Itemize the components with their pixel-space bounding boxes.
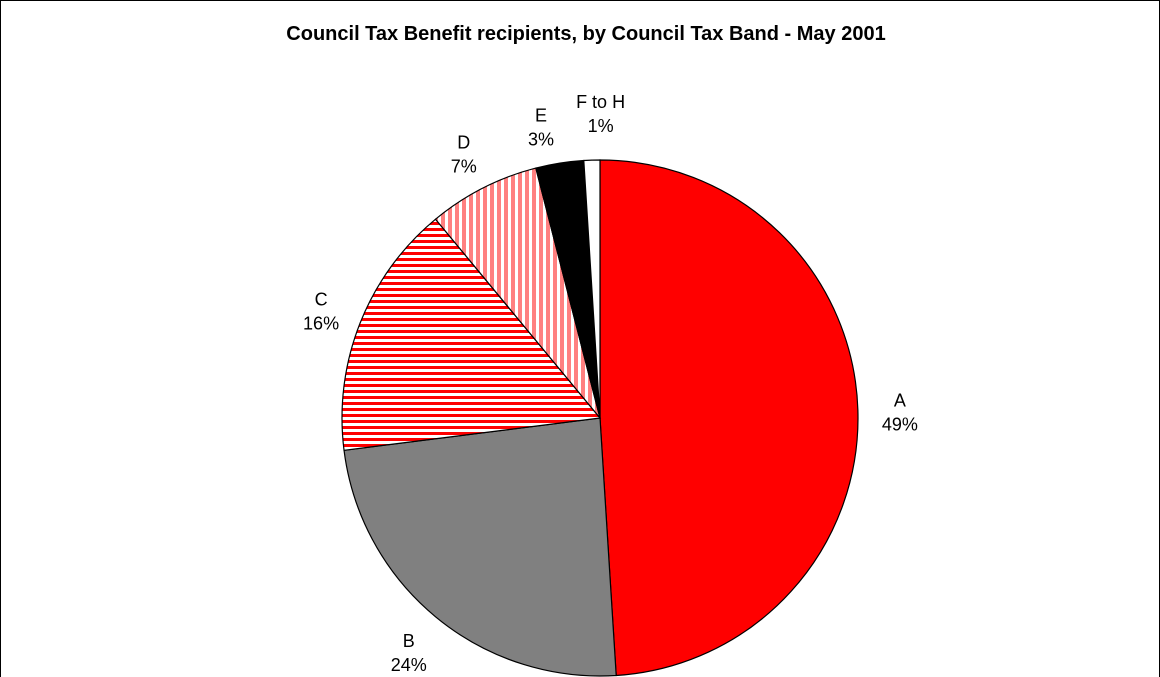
slice-label-c: C <box>315 290 328 310</box>
slice-value-b: 24% <box>391 655 427 675</box>
slice-value-a: 49% <box>882 415 918 435</box>
slice-value-c: 16% <box>303 314 339 334</box>
pie-slice-f-to-h <box>583 159 601 419</box>
slice-label-b: B <box>403 631 415 651</box>
slice-label-f-to-h: F to H <box>576 92 625 112</box>
slice-label-e: E <box>535 106 547 126</box>
slice-value-e: 3% <box>528 130 554 150</box>
pie-slice-b <box>343 417 617 677</box>
pie-slice-c <box>341 218 602 452</box>
slice-value-d: 7% <box>451 157 477 177</box>
chart-title: Council Tax Benefit recipients, by Counc… <box>286 23 885 45</box>
slice-value-f-to-h: 1% <box>588 116 614 136</box>
slice-label-d: D <box>457 133 470 153</box>
pie-slices <box>341 159 859 677</box>
pie-slice-a <box>599 159 859 677</box>
slice-labels: A 49% B 24% C 16% D 7% E 3% F to H 1% <box>303 92 918 675</box>
pie-slice-d <box>434 167 601 419</box>
slice-label-a: A <box>894 391 906 411</box>
